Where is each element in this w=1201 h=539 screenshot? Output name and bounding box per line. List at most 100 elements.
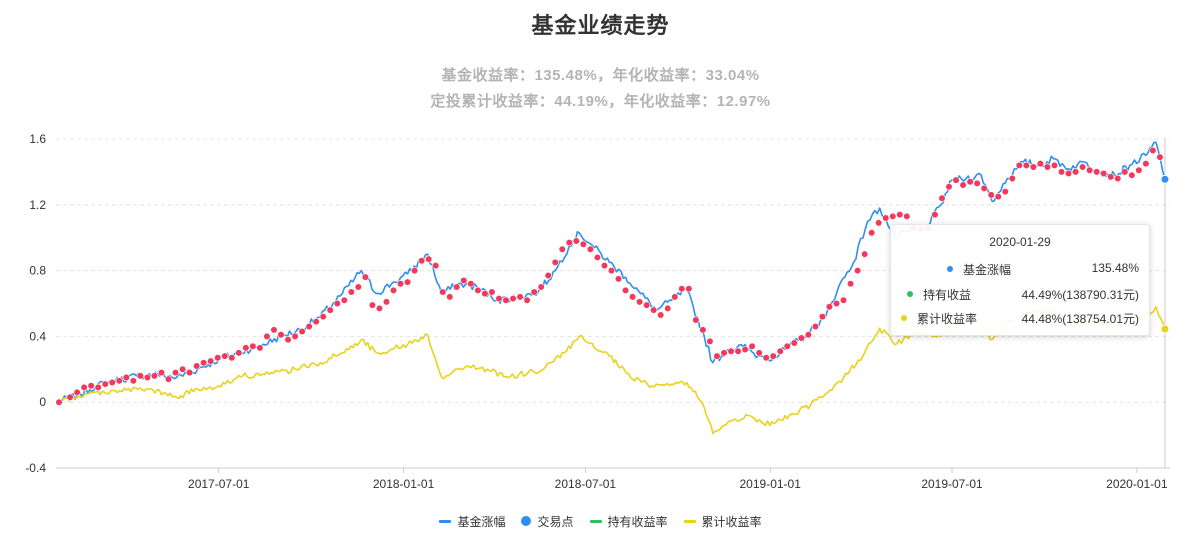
trade-point-marker [425,255,433,263]
trade-point-marker [1071,168,1080,176]
trade-point-marker [319,313,327,321]
trade-point-marker [516,293,524,301]
trade-point-marker [347,288,355,296]
trade-point-marker [1114,174,1122,183]
trade-point-marker [460,276,468,285]
trade-point-marker [502,296,510,304]
tooltip-row-name: 基金涨幅 [963,263,1012,277]
hold-dot-icon [907,291,913,297]
trade-point-marker [1079,163,1087,171]
tooltip-row-cumulative: 累计收益率 44.48%(138754.01元) [891,309,1149,327]
trade-point-marker [1100,169,1108,178]
fund-cursor-point [1160,174,1170,184]
trade-point-marker [418,257,426,265]
dot-icon [521,516,532,526]
trade-point-marker [973,179,981,188]
fund-dot-icon [947,266,953,272]
trade-point-marker [565,239,573,247]
trade-point-marker [481,290,489,298]
trade-point-marker [55,398,63,406]
x-tick-label: 2019-01-01 [740,477,802,491]
chart-title: 基金业绩走势 [531,13,670,38]
trade-point-marker [122,373,130,382]
legend-item-hold[interactable]: 持有收益率 [589,513,668,530]
legend-item-trade[interactable]: 交易点 [521,513,574,530]
trade-point-marker [228,354,236,362]
chart-subtitle-fund-return: 基金收益率：135.48%，年化收益率：33.04% [441,67,760,84]
trade-point-marker [889,212,897,220]
trade-point-marker [664,304,672,313]
trade-point-marker [1135,166,1143,174]
trade-point-marker [811,322,820,331]
trade-point-marker [938,194,946,202]
trade-point-marker [762,354,770,362]
trade-point-marker [832,299,841,308]
trade-point-marker [952,176,960,184]
tooltip-row-fund: 基金涨幅 135.48% [891,260,1149,278]
trade-point-marker [263,332,271,341]
legend-item-fund[interactable]: 基金涨幅 [439,513,505,530]
trade-point-marker [1036,160,1045,168]
trade-point-marker [101,380,109,388]
trade-point-marker [1043,163,1052,171]
trade-point-marker [242,344,250,352]
trade-point-marker [312,317,320,326]
trade-point-marker [1057,168,1066,176]
trade-point-marker [1029,163,1037,171]
trade-point-marker [193,362,201,370]
trade-point-marker [249,342,257,350]
trade-point-marker [87,382,95,390]
trade-point-marker [628,293,637,301]
trade-point-marker [875,219,883,227]
trade-point-marker [164,375,173,383]
trade-point-marker [270,326,278,334]
trade-point-marker [748,342,756,350]
trade-point-marker [150,372,159,380]
trade-point-marker [474,286,482,294]
y-tick-label: 0.8 [29,264,46,278]
trade-point-marker [495,294,503,303]
legend-item-cumulative[interactable]: 累计收益率 [683,513,762,530]
trade-point-marker [790,339,798,347]
trade-point-marker [108,378,116,387]
x-tick-label: 2017-07-01 [188,477,250,491]
trade-point-marker [94,383,102,391]
trade-point-marker [755,349,763,357]
trade-point-marker [861,250,869,258]
trade-point-marker [1156,153,1164,161]
chart-subtitle-sip-return: 定投累计收益率：44.19%，年化收益率：12.97% [430,93,771,110]
trade-point-marker [931,211,939,219]
tooltip-row-hold: 持有收益 44.49%(138790.31元) [891,285,1149,303]
trade-point-marker [66,393,74,401]
trade-point-marker [73,388,81,396]
trade-point-marker [825,303,834,311]
trade-point-marker [544,271,552,280]
x-tick-label: 2018-01-01 [373,477,435,491]
trade-point-marker [903,212,911,220]
trade-point-marker [1022,161,1030,169]
trade-point-marker [446,293,454,301]
trade-point-marker [980,184,988,192]
trade-point-marker [621,286,630,294]
tooltip-row-value: 44.49%(138790.31元) [1021,288,1139,302]
x-tick-label: 2018-07-01 [555,477,617,491]
legend-label: 基金涨幅 [457,514,506,529]
trade-point-marker [727,347,735,355]
trade-point-marker [783,342,791,350]
trade-point-marker [143,373,152,382]
trade-point-marker [586,245,594,253]
trade-point-marker [1015,161,1023,169]
trade-point-marker [839,296,848,304]
trade-point-marker [200,359,208,367]
trade-point-marker [509,294,517,303]
y-tick-label: 0.4 [29,329,46,343]
tooltip-row-value: 44.48%(138754.01元) [1021,312,1139,326]
trade-point-marker [467,280,475,288]
trade-point-marker [1001,188,1009,196]
trade-point-marker [1093,168,1101,176]
tooltip-cursor [1160,139,1170,468]
chart-legend: 基金涨幅 交易点 持有收益率 累计收益率 [0,512,1201,530]
trade-point-marker [530,288,538,296]
trade-point-marker [797,334,805,342]
